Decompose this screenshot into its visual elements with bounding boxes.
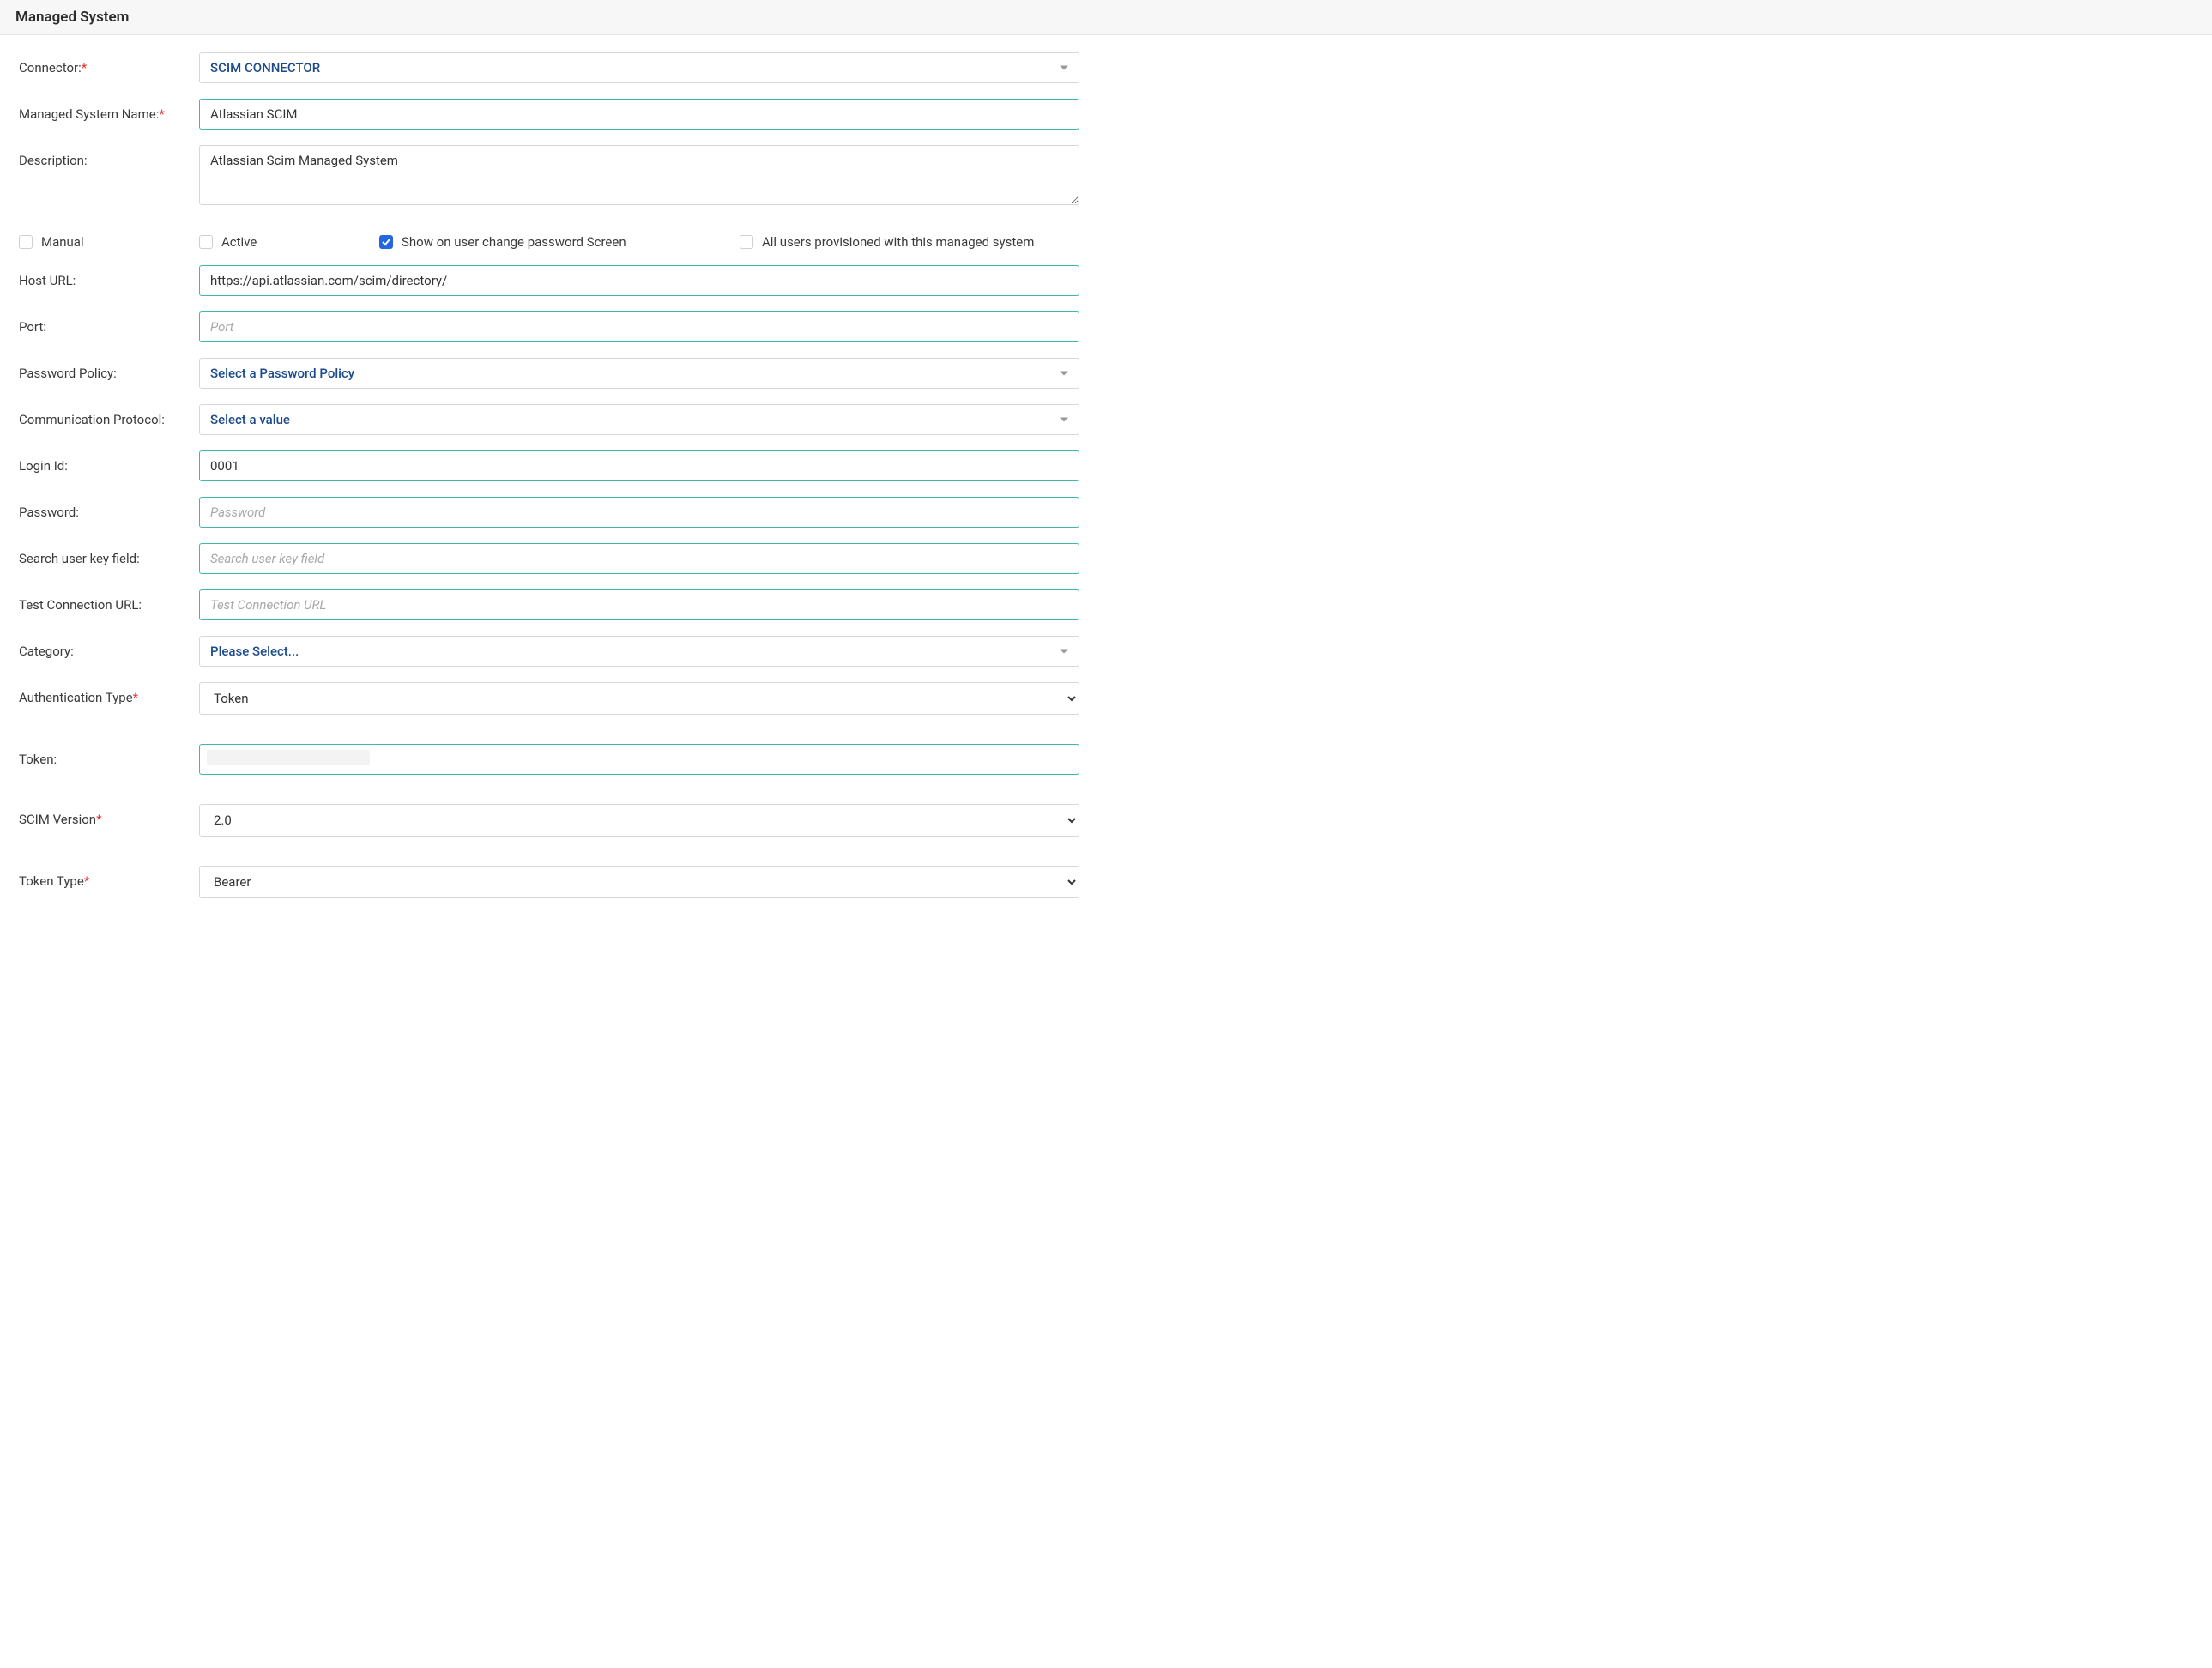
label-category: Category: [19, 636, 199, 660]
required-asterisk: * [84, 873, 89, 889]
label-password: Password: [19, 497, 199, 521]
label-token-type-text: Token Type [19, 873, 84, 889]
label-password-policy: Password Policy: [19, 358, 199, 382]
category-select[interactable]: Please Select... [199, 636, 1079, 667]
password-input[interactable] [199, 497, 1079, 528]
required-asterisk: * [96, 812, 101, 827]
label-test-conn-url: Test Connection URL: [19, 589, 199, 613]
checkbox-group-manual: Manual [19, 234, 199, 250]
form-body: Connector:* SCIM CONNECTOR Managed Syste… [0, 35, 1098, 948]
connector-select[interactable]: SCIM CONNECTOR [199, 52, 1079, 83]
show-on-change-pw-checkbox-label[interactable]: Show on user change password Screen [402, 234, 626, 250]
row-description: Description: Atlassian Scim Managed Syst… [19, 145, 1079, 208]
label-managed-system-name-text: Managed System Name: [19, 106, 159, 122]
password-policy-select-value: Select a Password Policy [210, 366, 354, 381]
required-asterisk: * [133, 690, 138, 705]
checkbox-group-show-on-change-pw: Show on user change password Screen [379, 234, 740, 250]
row-search-user-key: Search user key field: [19, 543, 1079, 574]
row-token-type: Token Type* Bearer [19, 866, 1079, 898]
label-token: Token: [19, 744, 199, 768]
authentication-type-select[interactable]: Token [199, 682, 1079, 715]
manual-checkbox[interactable] [19, 235, 33, 249]
label-auth-type-text: Authentication Type [19, 690, 133, 705]
active-checkbox-label[interactable]: Active [221, 234, 257, 250]
manual-checkbox-label[interactable]: Manual [41, 234, 84, 250]
chevron-down-icon [1060, 372, 1068, 376]
category-select-value: Please Select... [210, 644, 299, 659]
all-users-provisioned-checkbox-label[interactable]: All users provisioned with this managed … [762, 234, 1034, 250]
label-port: Port: [19, 311, 199, 335]
password-policy-select[interactable]: Select a Password Policy [199, 358, 1079, 389]
row-connector: Connector:* SCIM CONNECTOR [19, 52, 1079, 83]
label-host-url: Host URL: [19, 265, 199, 289]
row-login-id: Login Id: [19, 450, 1079, 481]
row-port: Port: [19, 311, 1079, 342]
chevron-down-icon [1060, 418, 1068, 422]
row-token: Token: [19, 744, 1079, 775]
chevron-down-icon [1060, 66, 1068, 70]
row-managed-system-name: Managed System Name:* [19, 99, 1079, 130]
row-host-url: Host URL: [19, 265, 1079, 296]
page-header: Managed System [0, 0, 2212, 35]
label-auth-type: Authentication Type* [19, 682, 199, 706]
scim-version-select[interactable]: 2.0 [199, 804, 1079, 837]
row-category: Category: Please Select... [19, 636, 1079, 667]
row-auth-type: Authentication Type* Token [19, 682, 1079, 715]
managed-system-name-input[interactable] [199, 99, 1079, 130]
connector-select-value: SCIM CONNECTOR [210, 60, 320, 76]
test-connection-url-input[interactable] [199, 589, 1079, 620]
page-title: Managed System [15, 9, 2197, 26]
checkbox-group-active: Active [199, 234, 379, 250]
row-password-policy: Password Policy: Select a Password Polic… [19, 358, 1079, 389]
label-comm-protocol: Communication Protocol: [19, 404, 199, 428]
row-checkboxes: Manual Active Show on user change passwo… [19, 231, 1079, 250]
host-url-input[interactable] [199, 265, 1079, 296]
token-input[interactable] [199, 744, 1079, 775]
row-comm-protocol: Communication Protocol: Select a value [19, 404, 1079, 435]
required-asterisk: * [159, 106, 164, 122]
label-search-user-key: Search user key field: [19, 543, 199, 567]
label-connector-text: Connector: [19, 60, 82, 76]
row-test-conn-url: Test Connection URL: [19, 589, 1079, 620]
show-on-change-pw-checkbox[interactable] [379, 235, 393, 249]
description-textarea[interactable]: Atlassian Scim Managed System [199, 145, 1079, 205]
communication-protocol-select[interactable]: Select a value [199, 404, 1079, 435]
row-password: Password: [19, 497, 1079, 528]
token-redacted-value [207, 750, 370, 765]
token-type-select[interactable]: Bearer [199, 866, 1079, 898]
all-users-provisioned-checkbox[interactable] [740, 235, 753, 249]
label-login-id: Login Id: [19, 450, 199, 474]
label-managed-system-name: Managed System Name:* [19, 99, 199, 123]
required-asterisk: * [82, 60, 87, 76]
label-connector: Connector:* [19, 52, 199, 76]
label-scim-version: SCIM Version* [19, 804, 199, 828]
label-scim-version-text: SCIM Version [19, 812, 96, 827]
row-scim-version: SCIM Version* 2.0 [19, 804, 1079, 837]
search-user-key-input[interactable] [199, 543, 1079, 574]
checkbox-group-all-users: All users provisioned with this managed … [740, 234, 1079, 250]
communication-protocol-select-value: Select a value [210, 412, 290, 427]
chevron-down-icon [1060, 650, 1068, 654]
label-description: Description: [19, 145, 199, 169]
login-id-input[interactable] [199, 450, 1079, 481]
label-token-type: Token Type* [19, 866, 199, 890]
port-input[interactable] [199, 311, 1079, 342]
active-checkbox[interactable] [199, 235, 213, 249]
